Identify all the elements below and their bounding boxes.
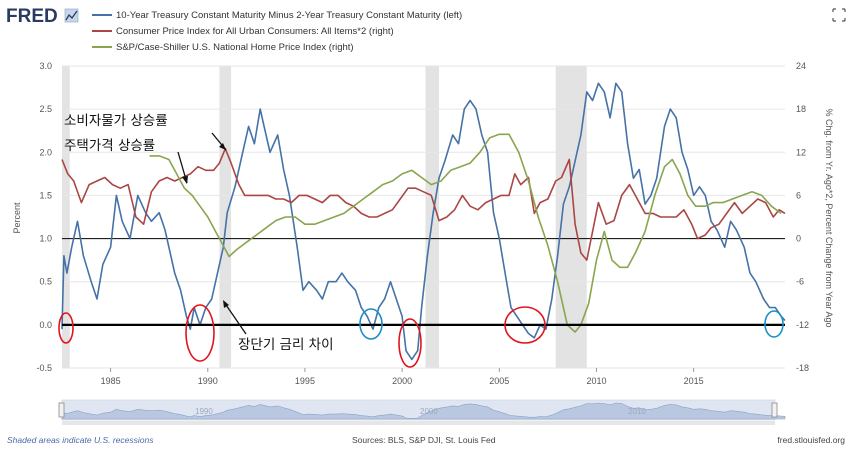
annotation-hpi-arrowhead [182,176,188,184]
series-line-spread [61,82,786,361]
legend-label-spread: 10-Year Treasury Constant Maturity Minus… [116,10,462,21]
legend-label-hpi: S&P/Case-Shiller U.S. National Home Pric… [116,42,354,53]
annotation-circles [58,304,784,368]
x-axis-ticks: 1985 1990 1995 2000 2005 2010 2015 [101,368,704,386]
y-left-tick-label: 1.5 [39,190,52,200]
range-navigator[interactable]: 1990 2000 2010 [58,399,786,421]
recession-band-0 [62,66,70,368]
annotation-spread-label: 장단기 금리 차이 [238,337,334,353]
series-line-cpi [61,147,786,261]
y-right-tick-label: -12 [796,320,809,330]
x-tick-label: 1985 [101,376,121,386]
y-right-tick-label: 12 [796,147,806,157]
annotation-cpi: 소비자물가 상승률 [64,113,227,151]
site-link[interactable]: fred.stlouisfed.org [777,435,845,445]
gridlines [62,65,785,369]
x-tick-label: 2005 [489,376,509,386]
annotation-cpi-arrowhead [219,143,226,150]
y-left-tick-label: 3.0 [39,61,52,71]
x-tick-label: 2015 [684,376,704,386]
navigator-scrollbar[interactable] [62,421,775,425]
y-right-tick-label: -6 [796,277,804,287]
fred-logo-graph-icon [64,8,79,23]
recession-band-3 [555,66,587,368]
navigator-series [61,402,786,420]
x-tick-label: 1990 [198,376,218,386]
annotation-spread-arrowhead [223,300,229,308]
legend: 10-Year Treasury Constant Maturity Minus… [92,10,462,53]
legend-label-cpi: Consumer Price Index for All Urban Consu… [116,26,394,37]
y-right-tick-label: -18 [796,363,809,373]
y-right-tick-label: 0 [796,234,801,244]
annotation-hpi-label: 주택가격 상승률 [64,138,155,154]
inversion-circle-1989 [185,304,215,362]
y-left-tick-label: 0.5 [39,277,52,287]
inversion-circle-1982 [58,312,74,344]
expand-icon[interactable] [832,8,846,22]
inversion-circle-2019 [764,310,784,338]
recession-shading-group [62,66,587,368]
y-left-tick-label: 2.5 [39,104,52,114]
y-right-tick-label: 24 [796,61,806,71]
annotation-cpi-label: 소비자물가 상승률 [64,113,168,129]
recession-band-1 [219,66,232,368]
fred-logo-text: FRED [6,6,58,27]
x-tick-label: 2010 [586,376,606,386]
inversion-circle-1998 [359,308,383,340]
y-left-tick-label: 2.0 [39,147,52,157]
y-axis-left-ticks: 3.0 2.5 2.0 1.5 1.0 0.5 0.0 -0.5 [36,61,52,373]
annotation-hpi: 주택가격 상승률 [64,138,188,184]
y-left-tick-label: -0.5 [36,363,52,373]
annotation-spread-arrow [223,301,247,335]
annotation-spread: 장단기 금리 차이 [223,300,334,353]
x-tick-label: 2000 [392,376,412,386]
y-left-tick-label: 1.0 [39,234,52,244]
navigator-year-2000: 2000 [420,407,438,416]
navigator-year-2010: 2010 [628,407,646,416]
y-axis-right-title: % Chg. from Yr. Ago*2, Percent Change fr… [824,109,834,328]
sources-text: Sources: BLS, S&P DJI, St. Louis Fed [352,435,496,445]
y-right-tick-label: 18 [796,104,806,114]
series-line-hpi [149,133,782,333]
navigator-year-1990: 1990 [195,407,213,416]
fred-logo[interactable]: FRED [6,6,79,27]
navigator-handle-right[interactable] [771,402,778,418]
y-axis-left-title: Percent [12,202,22,234]
y-axis-right-ticks: 24 18 12 6 0 -6 -12 -18 [796,61,809,373]
inversion-circle-2000 [398,318,422,368]
x-tick-label: 1995 [295,376,315,386]
navigator-handle-left[interactable] [58,402,65,418]
recession-footnote: Shaded areas indicate U.S. recessions [7,435,154,445]
y-right-tick-label: 6 [796,190,801,200]
series-lines [61,82,786,361]
inversion-circle-2006 [504,306,546,344]
y-left-tick-label: 0.0 [39,320,52,330]
